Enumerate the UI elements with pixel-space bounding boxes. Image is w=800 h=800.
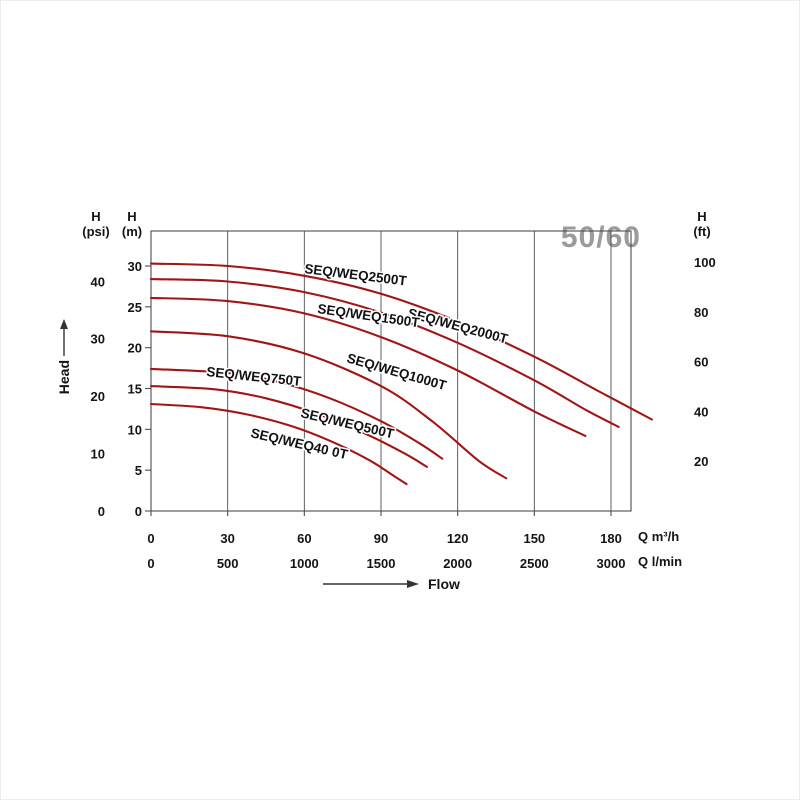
- lmin-tick-label: 1500: [367, 556, 396, 571]
- lmin-tick-label: 1000: [290, 556, 319, 571]
- flow-right-arrow-icon: [323, 580, 419, 588]
- psi-tick-label: 0: [98, 504, 105, 519]
- ft-axis-header-line1: H: [697, 209, 707, 224]
- curve-label: SEQ/WEQ1000T: [345, 350, 449, 393]
- m-tick-label: 25: [128, 300, 142, 315]
- psi-axis-header: H (psi): [74, 209, 118, 239]
- psi-axis-header-line2: (psi): [82, 224, 110, 239]
- curve-label: SEQ/WEQ1500T: [317, 301, 422, 330]
- pump-curve-seq-weq2000t: [149, 278, 620, 428]
- pump-curve-seq-weq2500t: [149, 262, 653, 421]
- psi-tick-label: 30: [91, 332, 105, 347]
- psi-axis-header-line1: H: [91, 209, 101, 224]
- ft-tick-label: 20: [694, 454, 708, 469]
- ft-tick-label: 60: [694, 355, 708, 370]
- lmin-tick-label: 2000: [443, 556, 472, 571]
- pump-curve-seq-weq1500t: [149, 296, 587, 437]
- flow-axis-label: Flow: [428, 576, 460, 592]
- m3h-tick-label: 90: [374, 531, 388, 546]
- ft-tick-label: 80: [694, 305, 708, 320]
- lmin-tick-label: 500: [217, 556, 239, 571]
- pump-curve-seq-weq40-0t: [149, 402, 408, 486]
- m3h-unit-label: Q m³/h: [638, 529, 680, 544]
- curve-label: SEQ/WEQ750T: [206, 364, 303, 389]
- m3h-tick-label: 150: [523, 531, 545, 546]
- m-tick-label: 30: [128, 259, 142, 274]
- m-axis-header-line1: H: [127, 209, 137, 224]
- head-axis-label-group: Head: [51, 319, 77, 394]
- curve-label: SEQ/WEQ2000T: [406, 305, 510, 346]
- lmin-tick-label: 2500: [520, 556, 549, 571]
- m-tick-label: 20: [128, 341, 142, 356]
- m3h-tick-label: 60: [297, 531, 311, 546]
- flow-axis-label-group: Flow: [323, 576, 460, 592]
- curve-label: SEQ/WEQ500T: [299, 405, 396, 441]
- m-axis-header-line2: (m): [121, 224, 143, 239]
- pump-curve-seq-weq1000t: [149, 330, 508, 480]
- pump-curve-seq-weq750t: [149, 367, 444, 460]
- frequency-title: 50/60: [560, 221, 641, 254]
- lmin-unit-label: Q l/min: [638, 554, 683, 569]
- m3h-tick-label: 180: [600, 531, 622, 546]
- m3h-tick-label: 30: [220, 531, 234, 546]
- lmin-tick-label: 0: [147, 556, 154, 571]
- curve-label: SEQ/WEQ2500T: [304, 261, 409, 289]
- lmin-tick-label: 3000: [597, 556, 626, 571]
- pump-curve-seq-weq500t: [149, 385, 429, 468]
- m-axis-header: H (m): [110, 209, 154, 239]
- head-up-arrow-icon: [60, 319, 68, 356]
- psi-tick-label: 40: [91, 274, 105, 289]
- m-tick-label: 5: [135, 463, 142, 478]
- curve-label: SEQ/WEQ40 0T: [249, 425, 350, 462]
- psi-tick-label: 20: [91, 389, 105, 404]
- ft-axis-header: H (ft): [680, 209, 724, 239]
- ft-tick-label: 40: [694, 404, 708, 419]
- m-tick-label: 15: [128, 382, 142, 397]
- ft-tick-label: 100: [694, 255, 716, 270]
- m3h-tick-label: 0: [147, 531, 154, 546]
- m-tick-label: 10: [128, 422, 142, 437]
- psi-tick-label: 10: [91, 447, 105, 462]
- m3h-tick-label: 120: [447, 531, 469, 546]
- grid-layer: [145, 230, 632, 516]
- m-tick-label: 0: [135, 504, 142, 519]
- ft-axis-header-line2: (ft): [693, 224, 711, 239]
